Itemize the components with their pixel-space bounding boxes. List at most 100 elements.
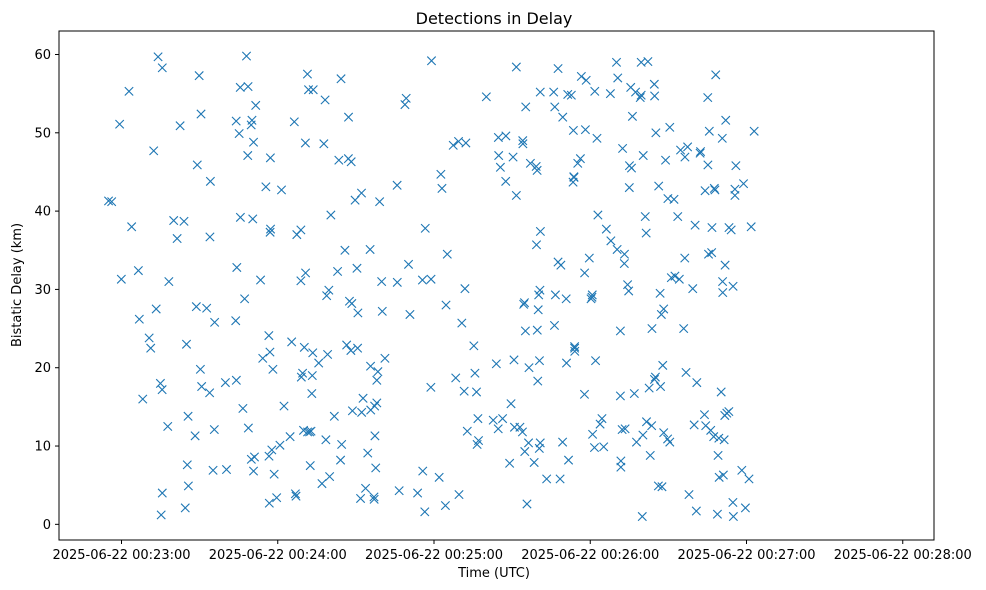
data-point-31 <box>192 160 202 170</box>
data-point-98 <box>303 85 314 95</box>
data-point-282 <box>606 236 616 246</box>
y-tick-label-6: 60 <box>34 48 51 63</box>
data-point-160 <box>394 486 404 496</box>
y-axis-label: Bistatic Delay (km) <box>10 223 25 347</box>
data-point-204 <box>505 458 515 468</box>
data-point-75 <box>264 451 274 461</box>
data-point-399 <box>746 222 756 232</box>
data-point-112 <box>322 291 332 301</box>
data-point-38 <box>205 388 215 398</box>
data-point-224 <box>529 457 539 468</box>
data-point-325 <box>653 481 663 491</box>
data-point-128 <box>346 157 356 167</box>
data-point-25 <box>181 339 192 349</box>
data-point-213 <box>518 139 528 149</box>
data-point-173 <box>434 472 444 482</box>
data-point-102 <box>305 461 315 471</box>
data-point-2 <box>115 119 125 129</box>
data-point-280 <box>599 442 609 452</box>
data-point-103 <box>308 85 318 95</box>
data-point-153 <box>373 367 383 377</box>
data-point-264 <box>579 389 590 399</box>
data-point-122 <box>337 439 347 450</box>
data-point-366 <box>707 248 717 258</box>
data-point-12 <box>151 304 161 314</box>
data-point-50 <box>235 82 245 92</box>
data-point-49 <box>231 316 241 326</box>
data-point-26 <box>180 503 190 513</box>
data-point-321 <box>649 79 659 89</box>
data-point-283 <box>612 244 622 255</box>
data-point-346 <box>680 253 690 263</box>
data-point-377 <box>717 133 727 143</box>
data-point-193 <box>472 439 482 450</box>
data-point-234 <box>534 443 544 453</box>
data-point-36 <box>194 71 204 81</box>
data-point-378 <box>718 276 728 287</box>
data-point-225 <box>531 240 542 250</box>
data-point-393 <box>731 161 741 171</box>
data-point-243 <box>553 63 563 74</box>
data-point-240 <box>550 102 560 112</box>
data-point-4 <box>124 86 134 96</box>
data-point-64 <box>249 452 260 462</box>
data-point-203 <box>501 176 511 186</box>
y-tick-label-1: 10 <box>34 440 51 455</box>
data-point-96 <box>300 138 310 148</box>
data-point-253 <box>566 90 576 100</box>
data-point-54 <box>238 403 248 414</box>
data-point-319 <box>647 421 657 431</box>
data-point-41 <box>210 317 220 327</box>
data-point-301 <box>626 163 637 173</box>
data-point-230 <box>533 376 543 386</box>
data-point-263 <box>576 71 586 82</box>
data-point-228 <box>532 325 542 335</box>
data-point-359 <box>699 410 710 420</box>
data-point-185 <box>460 284 470 294</box>
data-point-363 <box>703 249 714 259</box>
x-axis-label: Time (UTC) <box>457 566 530 581</box>
data-point-209 <box>511 190 521 201</box>
data-point-261 <box>573 158 583 168</box>
data-point-120 <box>333 266 343 276</box>
data-point-191 <box>473 414 483 424</box>
data-point-146 <box>369 492 379 502</box>
data-point-271 <box>587 290 597 300</box>
data-point-21 <box>169 215 179 226</box>
data-point-142 <box>363 448 373 458</box>
data-point-46 <box>231 116 241 126</box>
data-point-196 <box>491 359 501 369</box>
data-point-39 <box>205 176 215 186</box>
x-tick-label-4: 2025-06-22 00:27:00 <box>677 548 815 563</box>
data-point-156 <box>377 306 387 316</box>
data-point-344 <box>675 145 686 155</box>
data-point-357 <box>695 147 706 157</box>
data-point-246 <box>555 474 565 484</box>
data-point-187 <box>462 426 472 436</box>
data-point-48 <box>232 262 242 273</box>
data-point-109 <box>317 479 327 489</box>
y-tick-label-3: 30 <box>34 283 51 298</box>
data-point-322 <box>650 372 660 382</box>
data-point-251 <box>561 358 572 368</box>
data-point-242 <box>549 320 560 331</box>
x-tick-label-2: 2025-06-22 00:25:00 <box>365 548 503 563</box>
data-point-287 <box>615 326 625 336</box>
data-point-15 <box>153 52 163 62</box>
data-point-324 <box>650 91 660 101</box>
data-point-5 <box>127 222 137 232</box>
data-point-375 <box>714 472 724 482</box>
data-point-166 <box>417 275 428 285</box>
data-point-294 <box>619 249 630 259</box>
data-point-30 <box>190 431 200 441</box>
data-point-272 <box>588 429 598 439</box>
data-point-72 <box>265 153 275 163</box>
data-point-55 <box>243 82 253 92</box>
data-point-220 <box>524 363 534 373</box>
data-point-195 <box>488 415 498 425</box>
data-point-45 <box>221 464 232 475</box>
data-point-89 <box>291 491 301 501</box>
data-point-34 <box>196 109 206 119</box>
data-point-329 <box>656 309 666 320</box>
